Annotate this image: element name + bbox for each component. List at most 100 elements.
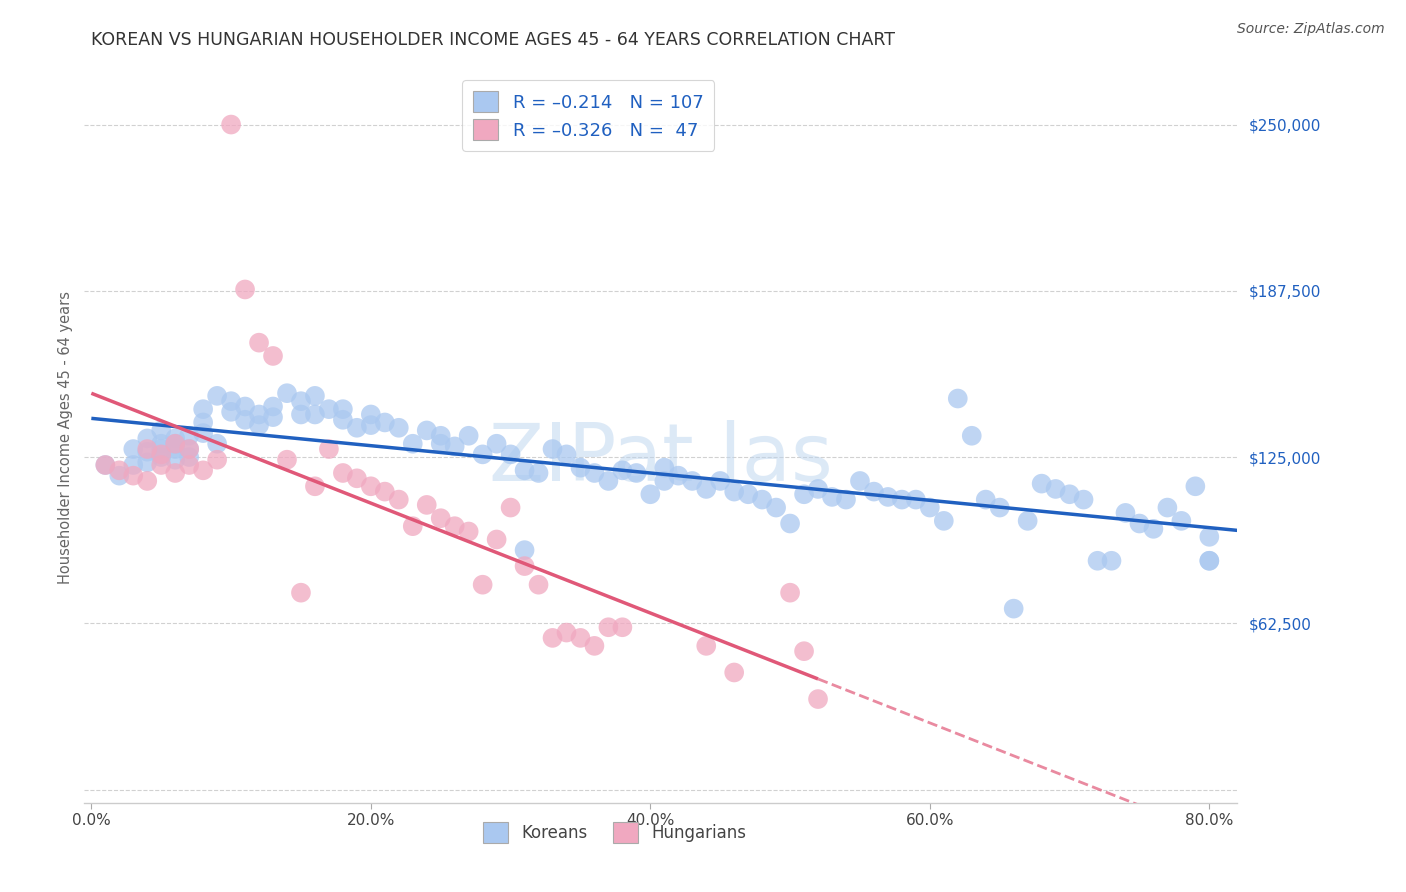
Point (863, 484, 886, 499)
Point (290, 585, 312, 599)
Point (402, 436, 425, 450)
Point (191, 463, 214, 477)
Point (849, 474, 872, 488)
Point (513, 463, 536, 477)
Point (1170, 514, 1192, 528)
Point (807, 692, 830, 706)
Point (150, 424, 173, 438)
Point (821, 490, 844, 504)
Point (652, 474, 675, 488)
Point (165, 436, 187, 450)
Point (136, 444, 159, 458)
Point (793, 644, 815, 658)
Point (402, 519, 425, 533)
Point (150, 447, 173, 461)
Point (555, 447, 578, 461)
Point (626, 466, 648, 480)
Point (360, 418, 382, 433)
Point (723, 484, 745, 499)
Point (1156, 500, 1178, 515)
Point (332, 466, 354, 480)
Point (932, 514, 955, 528)
Point (247, 408, 270, 422)
Point (877, 490, 900, 504)
Point (332, 413, 354, 427)
Point (304, 479, 326, 493)
Point (205, 436, 228, 450)
Point (1101, 554, 1123, 568)
Point (165, 452, 187, 467)
Point (612, 463, 634, 477)
Point (416, 498, 439, 512)
Point (122, 442, 145, 456)
Point (346, 471, 368, 485)
Point (150, 442, 173, 456)
Point (191, 426, 214, 441)
Point (179, 442, 201, 456)
Point (1114, 506, 1136, 520)
Point (960, 429, 983, 443)
Legend: Koreans, Hungarians: Koreans, Hungarians (477, 815, 752, 849)
Point (443, 519, 465, 533)
Point (1198, 554, 1220, 568)
Point (569, 460, 592, 475)
Point (1142, 522, 1164, 536)
Point (974, 492, 997, 507)
Point (988, 500, 1011, 515)
Point (247, 418, 270, 433)
Point (1017, 514, 1039, 528)
Point (457, 429, 479, 443)
Point (555, 625, 578, 640)
Point (219, 118, 242, 132)
Point (318, 442, 340, 456)
Point (569, 631, 592, 645)
Point (765, 500, 787, 515)
Point (262, 400, 284, 414)
Point (122, 468, 145, 483)
Point (527, 466, 550, 480)
Point (205, 452, 228, 467)
Point (681, 474, 703, 488)
Point (136, 442, 159, 456)
Point (94, 458, 117, 472)
Point (709, 474, 731, 488)
Point (122, 458, 145, 472)
Point (1087, 554, 1109, 568)
Point (723, 665, 745, 680)
Point (360, 479, 382, 493)
Point (290, 394, 312, 409)
Point (666, 468, 689, 483)
Point (94, 458, 117, 472)
Point (1059, 487, 1081, 501)
Point (695, 482, 717, 496)
Point (179, 458, 201, 472)
Point (598, 474, 620, 488)
Point (108, 463, 131, 477)
Point (179, 450, 201, 464)
Point (471, 447, 494, 461)
Point (513, 543, 536, 558)
Point (527, 577, 550, 591)
Point (136, 455, 159, 469)
Point (165, 466, 187, 480)
Point (583, 639, 606, 653)
Point (583, 466, 606, 480)
Point (276, 386, 298, 401)
Point (276, 452, 298, 467)
Point (1128, 516, 1150, 531)
Point (233, 400, 256, 414)
Point (179, 442, 201, 456)
Text: ZIPat las: ZIPat las (489, 420, 832, 498)
Point (388, 421, 411, 435)
Point (541, 631, 564, 645)
Point (737, 487, 759, 501)
Point (1198, 554, 1220, 568)
Point (150, 458, 173, 472)
Point (247, 335, 270, 350)
Point (318, 402, 340, 417)
Point (150, 450, 173, 464)
Point (890, 492, 912, 507)
Point (346, 421, 368, 435)
Point (443, 439, 465, 453)
Point (1198, 530, 1220, 544)
